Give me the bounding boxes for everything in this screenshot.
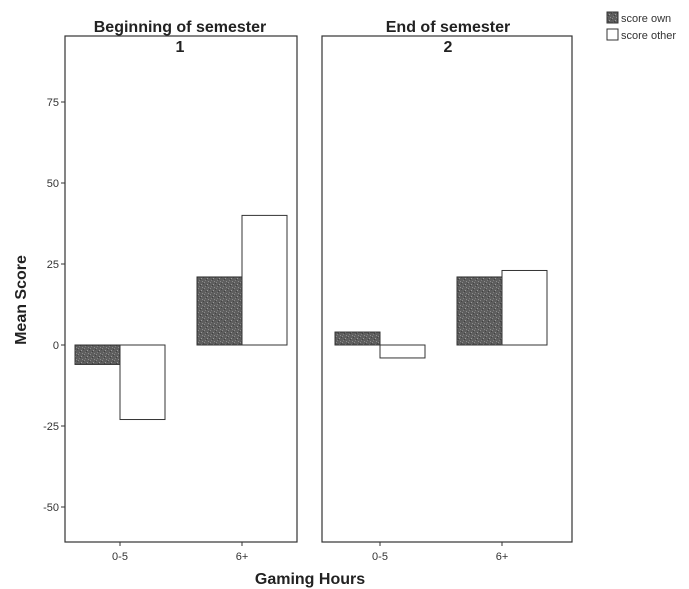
panel-2-title: End of semester: [386, 19, 510, 36]
y-tick-label: 50: [47, 178, 59, 190]
legend-label-score-other: score other: [621, 30, 676, 42]
panel-2-frame: [321, 35, 573, 543]
bar-panel1-score-other-0-5: [119, 344, 166, 421]
bar-panel1-score-other-6+: [241, 214, 288, 346]
x-tick-label: 0-5: [372, 551, 388, 563]
bar-panel1-score-own-0-5: [74, 344, 121, 365]
bar-panel2-score-own-6+: [456, 276, 503, 346]
y-tick-label: 0: [53, 340, 59, 352]
legend: score own score other: [606, 11, 676, 42]
panel-2-number: 2: [444, 39, 453, 56]
y-tick-label: 75: [47, 97, 59, 109]
bar-panel1-score-own-6+: [196, 276, 243, 346]
bars: [74, 214, 548, 421]
panel-1-number: 1: [176, 39, 185, 56]
y-axis-title: Mean Score: [13, 255, 30, 345]
bar-panel2-score-own-0-5: [334, 331, 381, 346]
legend-swatch-score-own: [606, 11, 619, 24]
x-tick-label: 0-5: [112, 551, 128, 563]
legend-label-score-own: score own: [621, 13, 671, 25]
legend-swatch-score-other: [606, 28, 619, 41]
bar-panel2-score-other-6+: [501, 269, 548, 346]
x-tick-label: 6+: [496, 551, 509, 563]
panel-1-title: Beginning of semester: [94, 19, 266, 36]
y-axis: 75 50 25 0 -25 -50: [43, 97, 65, 514]
x-axis-title: Gaming Hours: [255, 571, 365, 588]
y-tick-label: -50: [43, 502, 59, 514]
panel-1-frame: [64, 35, 298, 543]
y-tick-label: -25: [43, 421, 59, 433]
x-axis: 0-5 6+ 0-5 6+: [112, 542, 508, 563]
x-tick-label: 6+: [236, 551, 249, 563]
y-tick-label: 25: [47, 259, 59, 271]
bar-panel2-score-other-0-5: [379, 344, 426, 359]
